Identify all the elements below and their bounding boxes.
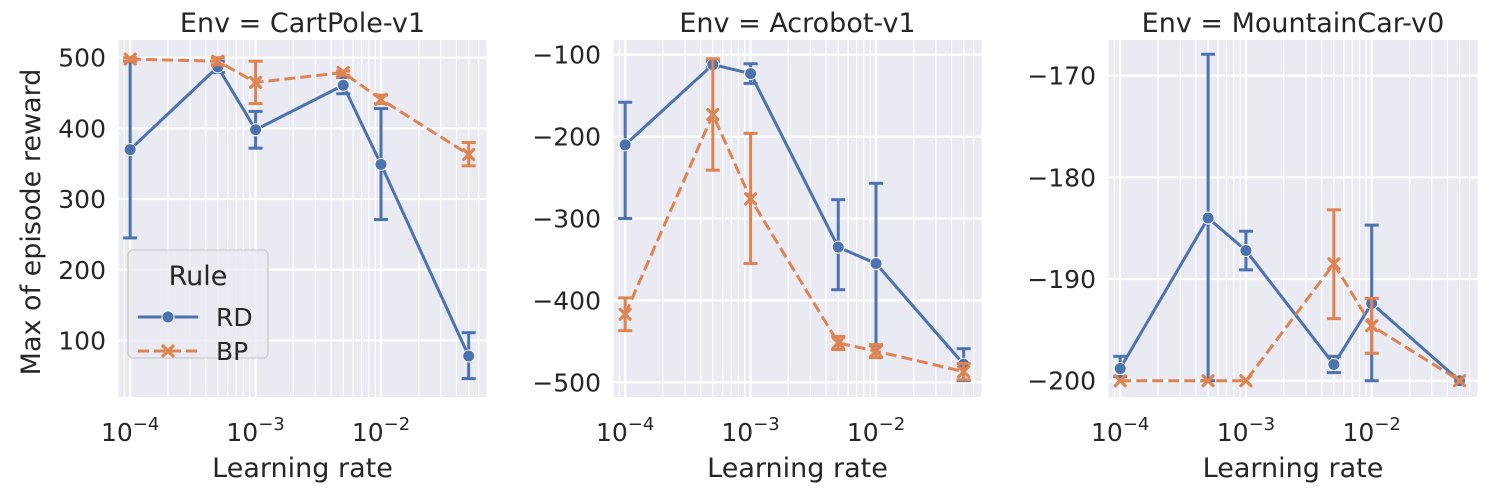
- panel-title: Env = CartPole-v1: [180, 8, 425, 39]
- y-axis-label: Max of episode reward: [16, 69, 47, 376]
- data-point: [1327, 357, 1341, 371]
- series-rd: [1113, 52, 1467, 388]
- panel-title: Env = MountainCar-v0: [1142, 8, 1445, 39]
- legend-title: Rule: [169, 261, 228, 292]
- data-point: [248, 75, 263, 90]
- legend-box: [127, 249, 269, 359]
- data-point: [1113, 362, 1127, 376]
- series-rd: [618, 58, 971, 383]
- plot-area: [1108, 40, 1478, 397]
- series-bp: [618, 57, 971, 382]
- x-tick-label: 10−2: [1343, 414, 1401, 447]
- data-point: [957, 365, 971, 379]
- series-line: [1118, 216, 1461, 382]
- data-point: [1239, 374, 1253, 388]
- data-point: [462, 147, 476, 162]
- data-point: [211, 54, 225, 68]
- data-point: [869, 257, 883, 271]
- data-point: [123, 52, 137, 66]
- grid: [1107, 40, 1479, 397]
- series-bp: [1113, 208, 1467, 388]
- panel-title: Env = Acrobot-v1: [679, 8, 915, 39]
- y-tick-label: −500: [532, 368, 601, 397]
- data-point: [618, 138, 632, 152]
- data-point: [374, 92, 388, 106]
- series-line: [130, 57, 470, 156]
- y-tick-label: −400: [532, 286, 601, 315]
- y-tick-label: −300: [532, 205, 601, 234]
- y-tick-label: −100: [532, 41, 601, 70]
- data-point: [1239, 244, 1253, 258]
- series-bp: [123, 52, 476, 168]
- data-point: [374, 157, 388, 171]
- data-point: [743, 192, 758, 206]
- data-point: [462, 349, 476, 363]
- data-point: [831, 240, 845, 254]
- data-point: [706, 107, 720, 122]
- legend-entry-bp: BP: [138, 337, 248, 366]
- panel-3: Env = MountainCar-v0 −200 −190 −180 −170 10−4…: [1027, 8, 1479, 484]
- x-tick-label: 10−2: [847, 414, 905, 447]
- x-tick-label: 10−3: [226, 414, 284, 447]
- y-tick-label: −170: [1027, 62, 1096, 91]
- data-point: [869, 344, 883, 358]
- series-line: [129, 65, 471, 357]
- data-point: [1201, 374, 1215, 388]
- data-point: [1327, 257, 1341, 271]
- x-axis-label: Learning rate: [212, 453, 393, 484]
- error-bar: [618, 100, 633, 220]
- panel-2: Env = Acrobot-v1 −500 −400 −300 −200 −100 10−4…: [532, 8, 983, 484]
- data-point: [249, 123, 263, 137]
- legend: Rule RD BP: [127, 249, 269, 366]
- y-tick-label: −190: [1027, 265, 1096, 294]
- x-tick-label: 10−3: [721, 414, 779, 447]
- x-axis-label: Learning rate: [707, 453, 888, 484]
- x-tick-label: 10−4: [596, 414, 654, 447]
- y-tick-label: −200: [1027, 367, 1096, 396]
- y-tick-label: 200: [58, 256, 106, 285]
- data-point: [831, 336, 845, 350]
- data-point: [336, 78, 350, 92]
- y-tick-label: 400: [58, 114, 106, 143]
- data-point: [336, 65, 350, 80]
- y-tick-label: 500: [58, 44, 106, 73]
- data-point: [744, 67, 758, 81]
- grid: [612, 40, 983, 397]
- legend-label: BP: [216, 337, 248, 366]
- x-tick-label: 10−4: [1091, 414, 1149, 447]
- y-tick-label: −180: [1027, 163, 1096, 192]
- x-tick-label: 10−2: [352, 414, 410, 447]
- y-tick-label: 300: [58, 185, 106, 214]
- series-line: [623, 113, 965, 374]
- legend-marker: [161, 344, 175, 358]
- panel-1: Env = CartPole-v1 100 200 300 400 500 10−4 10−3…: [58, 8, 488, 484]
- data-point: [123, 143, 137, 157]
- data-point: [1453, 374, 1467, 388]
- legend-entry-rd: RD: [138, 303, 253, 332]
- series-line: [1120, 262, 1461, 383]
- series-line: [624, 63, 965, 366]
- y-tick-label: −200: [532, 123, 601, 152]
- legend-label: RD: [216, 303, 253, 332]
- x-tick-label: 10−4: [101, 414, 159, 447]
- data-point: [1201, 211, 1215, 225]
- data-point: [1113, 374, 1127, 388]
- legend-marker: [161, 310, 175, 324]
- data-point: [1365, 319, 1379, 333]
- y-tick-label: 100: [58, 326, 106, 355]
- data-point: [618, 307, 632, 321]
- x-axis-label: Learning rate: [1203, 453, 1384, 484]
- x-tick-label: 10−3: [1217, 414, 1275, 447]
